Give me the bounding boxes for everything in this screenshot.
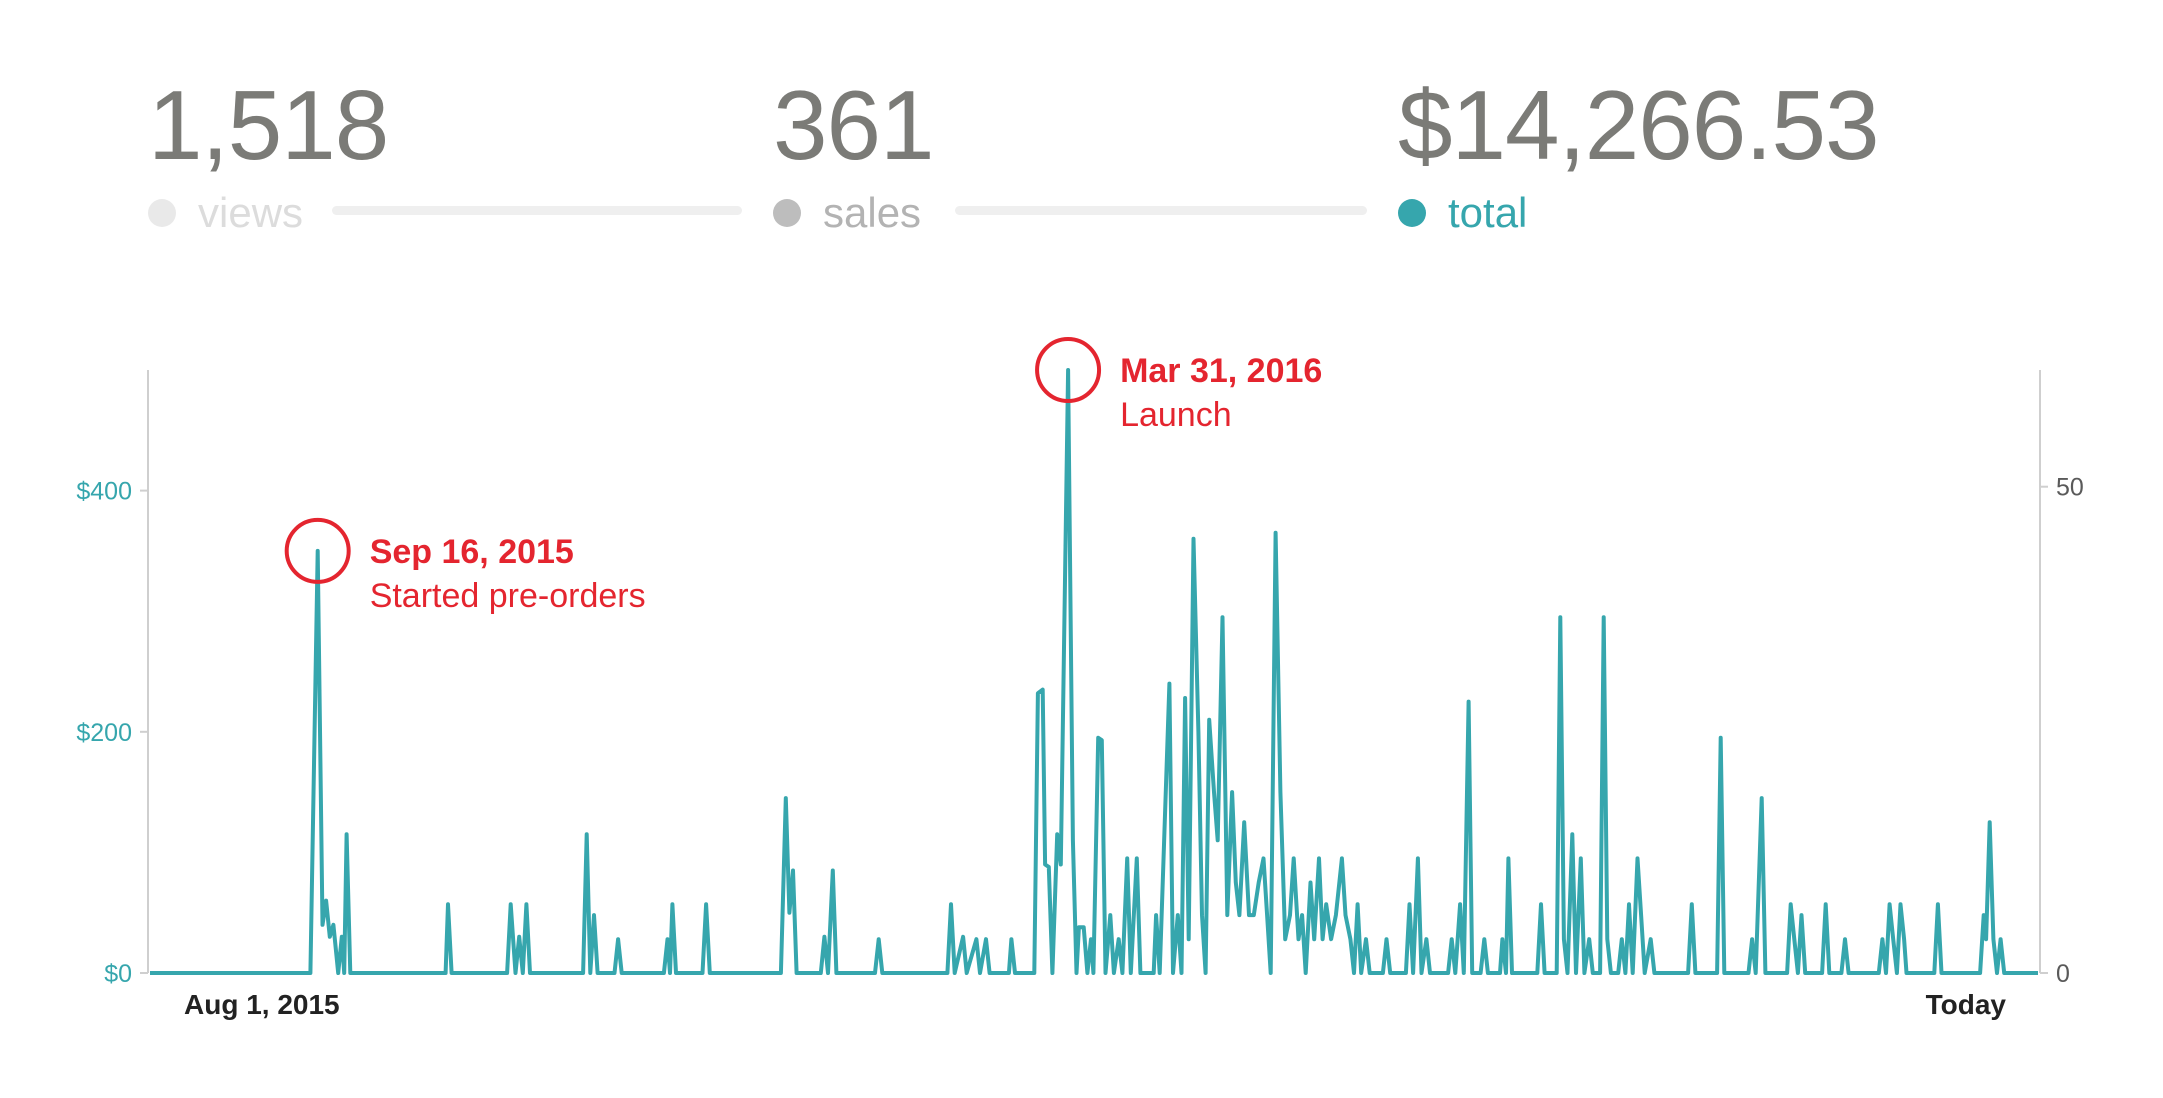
annotation-marker: [284, 517, 351, 584]
x-tick-end: Today: [1926, 989, 2007, 1020]
views-label: views: [198, 189, 304, 236]
total-dot-icon: [1398, 199, 1426, 227]
stat-sales[interactable]: 361 sales: [773, 70, 935, 236]
stats-header: 1,518 views 361 sales $14,266.53 total: [0, 0, 2163, 260]
x-axis-labels: Aug 1, 2015 Today: [184, 989, 2006, 1020]
x-tick-start: Aug 1, 2015: [184, 989, 340, 1020]
views-value: 1,518: [148, 70, 389, 180]
sales-label: sales: [823, 189, 922, 236]
sales-dot-icon: [773, 199, 801, 227]
right-tick-label: 0: [2056, 960, 2070, 988]
right-tick-label: 50: [2056, 474, 2084, 502]
annotation-text: Started pre-orders: [370, 577, 646, 615]
views-legend[interactable]: views: [148, 188, 303, 238]
total-legend[interactable]: total: [1398, 188, 1527, 238]
series-line-total: [150, 368, 2038, 975]
views-dot-icon: [148, 199, 176, 227]
total-value: $14,266.53: [1398, 70, 1879, 180]
left-axis-ticks: $0 $200 $400: [76, 478, 148, 988]
stat-views[interactable]: 1,518 views: [148, 70, 389, 236]
sales-total-track: [955, 206, 1367, 215]
stat-total[interactable]: $14,266.53 total: [1398, 70, 1879, 236]
annotation-text: Launch: [1120, 396, 1232, 434]
left-tick-label: $400: [76, 478, 132, 506]
annotation-marker: [1035, 337, 1102, 403]
views-sales-track: [332, 206, 742, 215]
sales-legend[interactable]: sales: [773, 188, 921, 238]
left-tick-label: $200: [76, 719, 132, 747]
right-axis-ticks: 0 50: [2040, 474, 2084, 988]
total-label: total: [1448, 189, 1528, 236]
left-tick-label: $0: [104, 960, 132, 988]
annotation-date: Sep 16, 2015: [370, 533, 574, 571]
chart-annotations: Sep 16, 2015 Started pre-orders Mar 31, 20…: [284, 337, 1322, 615]
sales-value: 361: [773, 70, 935, 180]
annotation-date: Mar 31, 2016: [1120, 352, 1322, 390]
